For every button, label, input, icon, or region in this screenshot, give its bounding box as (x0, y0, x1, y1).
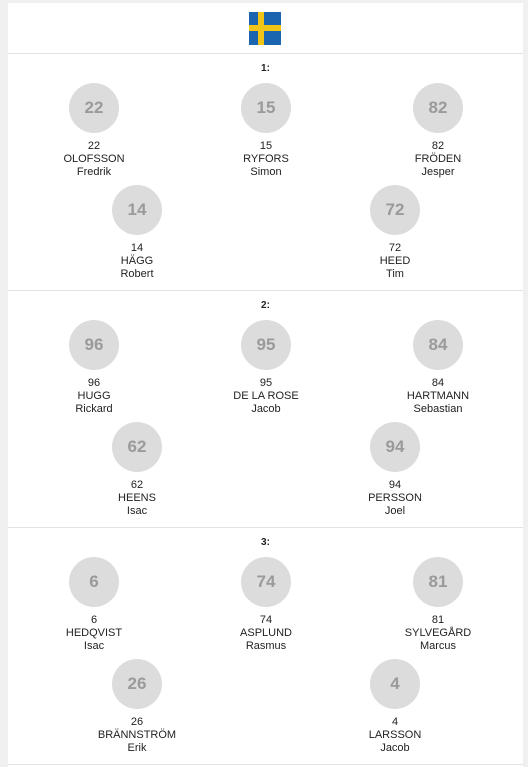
player-first-name: Sebastian (413, 403, 463, 415)
line-3-title: 3: (261, 537, 270, 548)
player-card[interactable]: 82 82 FRÖDEN Jesper (378, 83, 498, 179)
player-card[interactable]: 72 72 HEED Tim (335, 185, 455, 281)
player-card[interactable]: 84 84 HARTMANN Sebastian (378, 320, 498, 416)
jersey-number-badge: 96 (69, 320, 119, 370)
player-first-name: Robert (120, 268, 154, 280)
jersey-number-badge: 82 (413, 83, 463, 133)
player-number: 94 (388, 479, 402, 491)
player-card[interactable]: 62 62 HEENS Isac (77, 422, 197, 518)
player-card[interactable]: 74 74 ASPLUND Rasmus (206, 557, 326, 653)
player-number: 81 (431, 614, 445, 626)
player-first-name: Simon (250, 166, 282, 178)
player-last-name: FRÖDEN (414, 153, 462, 165)
player-last-name: HARTMANN (406, 390, 470, 402)
player-last-name: OLOFSSON (63, 153, 125, 165)
line-divider (8, 290, 523, 291)
player-last-name: ASPLUND (240, 627, 292, 639)
jersey-number-badge: 6 (69, 557, 119, 607)
jersey-number-badge: 84 (413, 320, 463, 370)
player-card[interactable]: 96 96 HUGG Rickard (34, 320, 154, 416)
player-first-name: Tim (386, 268, 404, 280)
player-number: 62 (130, 479, 144, 491)
line-divider (8, 764, 523, 765)
player-last-name: LARSSON (368, 729, 422, 741)
line-divider (8, 527, 523, 528)
sweden-flag-icon (249, 12, 281, 45)
player-first-name: Jacob (251, 403, 281, 415)
player-last-name: SYLVEGÅRD (404, 627, 472, 639)
player-last-name: RYFORS (243, 153, 289, 165)
player-first-name: Isac (83, 640, 105, 652)
player-number: 84 (431, 377, 445, 389)
player-number: 6 (90, 614, 98, 626)
jersey-number-badge: 94 (370, 422, 420, 472)
player-first-name: Isac (126, 505, 148, 517)
player-card[interactable]: 6 6 HEDQVIST Isac (34, 557, 154, 653)
jersey-number-badge: 4 (370, 659, 420, 709)
player-number: 96 (87, 377, 101, 389)
jersey-number-badge: 62 (112, 422, 162, 472)
player-card[interactable]: 14 14 HÄGG Robert (77, 185, 197, 281)
player-card[interactable]: 95 95 DE LA ROSE Jacob (206, 320, 326, 416)
player-number: 74 (259, 614, 273, 626)
player-last-name: BRÄNNSTRÖM (97, 729, 177, 741)
player-card[interactable]: 22 22 OLOFSSON Fredrik (34, 83, 154, 179)
jersey-number-badge: 22 (69, 83, 119, 133)
player-first-name: Jacob (380, 742, 410, 754)
team-header (8, 3, 523, 54)
player-first-name: Fredrik (76, 166, 112, 178)
player-number: 14 (130, 242, 144, 254)
player-card[interactable]: 94 94 PERSSON Joel (335, 422, 455, 518)
player-last-name: DE LA ROSE (233, 390, 299, 402)
player-number: 82 (431, 140, 445, 152)
player-card[interactable]: 4 4 LARSSON Jacob (335, 659, 455, 755)
player-last-name: HUGG (77, 390, 111, 402)
player-number: 4 (391, 716, 399, 728)
player-number: 22 (87, 140, 101, 152)
jersey-number-badge: 95 (241, 320, 291, 370)
jersey-number-badge: 14 (112, 185, 162, 235)
player-last-name: PERSSON (368, 492, 422, 504)
player-last-name: HEED (379, 255, 411, 267)
player-last-name: HEENS (118, 492, 156, 504)
player-number: 26 (130, 716, 144, 728)
player-last-name: HÄGG (120, 255, 154, 267)
player-first-name: Marcus (419, 640, 457, 652)
player-card[interactable]: 15 15 RYFORS Simon (206, 83, 326, 179)
player-last-name: HEDQVIST (65, 627, 123, 639)
jersey-number-badge: 15 (241, 83, 291, 133)
player-first-name: Erik (127, 742, 147, 754)
jersey-number-badge: 26 (112, 659, 162, 709)
player-first-name: Jesper (421, 166, 455, 178)
player-number: 95 (259, 377, 273, 389)
player-number: 72 (388, 242, 402, 254)
jersey-number-badge: 74 (241, 557, 291, 607)
player-card[interactable]: 26 26 BRÄNNSTRÖM Erik (77, 659, 197, 755)
jersey-number-badge: 72 (370, 185, 420, 235)
player-first-name: Rasmus (245, 640, 287, 652)
player-first-name: Joel (384, 505, 406, 517)
player-number: 15 (259, 140, 273, 152)
line-2-title: 2: (261, 300, 270, 311)
player-first-name: Rickard (75, 403, 113, 415)
line-1-title: 1: (261, 63, 270, 74)
jersey-number-badge: 81 (413, 557, 463, 607)
player-card[interactable]: 81 81 SYLVEGÅRD Marcus (378, 557, 498, 653)
